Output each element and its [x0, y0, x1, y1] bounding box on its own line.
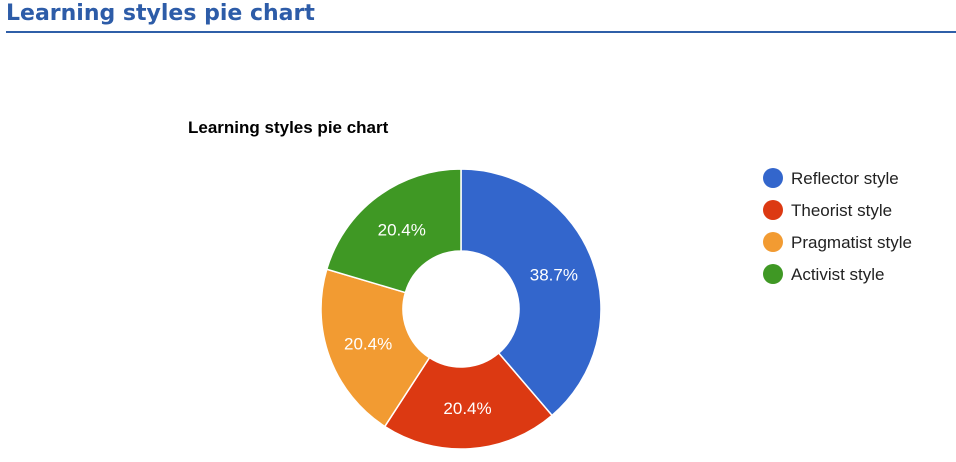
pie-slices — [320, 168, 602, 450]
legend-swatch — [763, 168, 783, 188]
chart-title: Learning styles pie chart — [188, 118, 389, 137]
slice-labels: 38.7% 20.4% 20.4% 20.4% — [344, 221, 578, 418]
pie-slice-activist-style[interactable] — [325, 168, 462, 294]
legend-label: Theorist style — [791, 201, 892, 220]
legend-swatch — [763, 264, 783, 284]
legend-swatch — [763, 232, 783, 252]
legend-item[interactable]: Pragmatist style — [763, 232, 912, 252]
legend-label: Activist style — [791, 265, 885, 284]
pie-slice-reflector-style[interactable] — [460, 168, 602, 417]
chart-legend: Reflector style Theorist style Pragmatist … — [763, 168, 912, 284]
slice-label: 38.7% — [530, 266, 578, 285]
slice-label: 20.4% — [443, 399, 491, 418]
page-title: Learning styles pie chart — [6, 1, 315, 26]
legend-label: Reflector style — [791, 169, 899, 188]
pie-slice-pragmatist-style[interactable] — [320, 268, 431, 428]
legend-label: Pragmatist style — [791, 233, 912, 252]
page-header: Learning styles pie chart — [6, 0, 956, 33]
pie-slice-theorist-style[interactable] — [383, 352, 554, 450]
legend-swatch — [763, 200, 783, 220]
legend-item[interactable]: Reflector style — [763, 168, 899, 188]
legend-item[interactable]: Theorist style — [763, 200, 892, 220]
slice-label: 20.4% — [344, 334, 392, 353]
legend-item[interactable]: Activist style — [763, 264, 885, 284]
slice-label: 20.4% — [378, 221, 426, 240]
